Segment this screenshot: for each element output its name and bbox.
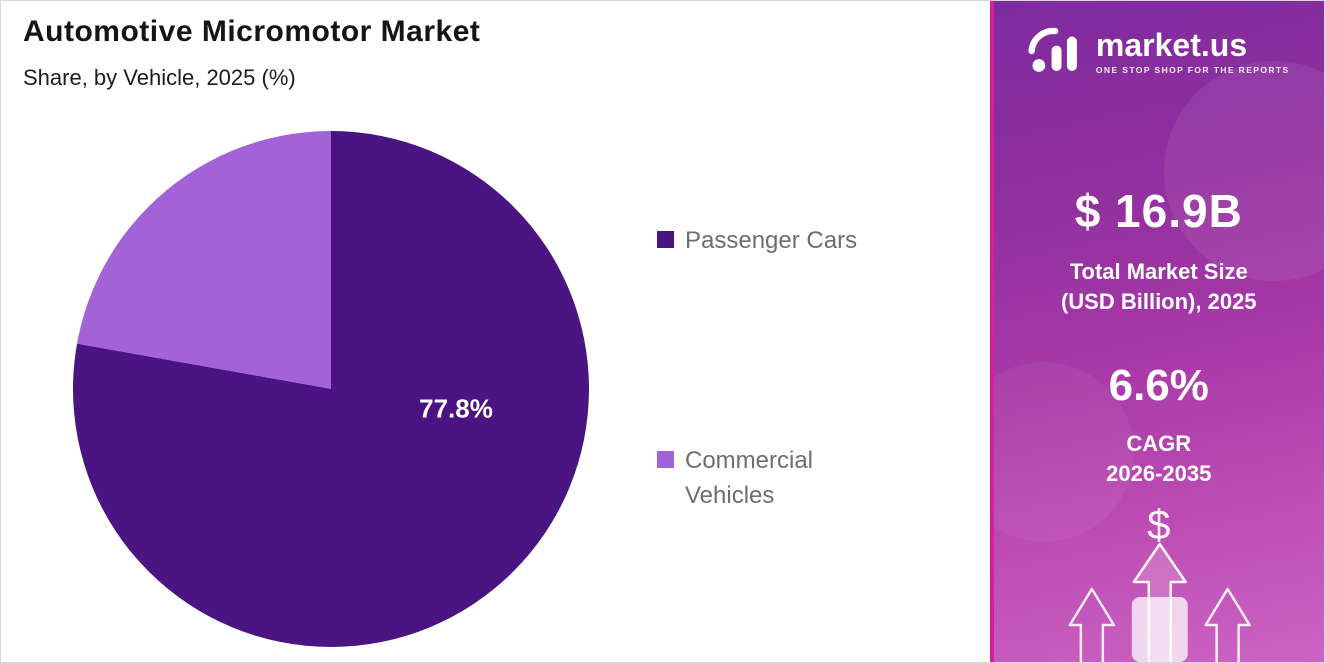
cagr-value: 6.6% [1108, 361, 1209, 410]
chart-area: Automotive Micromotor Market Share, by V… [1, 1, 990, 662]
brand-tagline: ONE STOP SHOP FOR THE REPORTS [1095, 64, 1290, 75]
decorative-circle [1164, 61, 1324, 281]
dollar-symbol: $ [1147, 501, 1171, 548]
brand-sidebar: market.us ONE STOP SHOP FOR THE REPORTS … [989, 1, 1325, 662]
cagr-label-line1: CAGR [1126, 431, 1192, 456]
market-us-logo-icon [1028, 27, 1077, 72]
growth-arrows-icon [1068, 542, 1251, 662]
legend-item-passenger-cars: Passenger Cars [657, 223, 865, 258]
total-market-size-label-line2: (USD Billion), 2025 [1060, 289, 1257, 314]
pie-chart: 77.8% [73, 131, 589, 647]
cagr-label-line2: 2026-2035 [1106, 461, 1212, 486]
brand-text: market.us ONE STOP SHOP FOR THE REPORTS [1096, 28, 1290, 75]
legend-swatch-commercial-vehicles [657, 451, 674, 468]
chart-subtitle: Share, by Vehicle, 2025 (%) [23, 65, 296, 90]
total-market-size-label: Total Market Size (USD Billion), 2025 [994, 257, 1325, 317]
decorative-circle [993, 362, 1134, 542]
legend-item-commercial-vehicles: Commercial Vehicles [657, 443, 865, 513]
legend-swatch-passenger-cars [657, 231, 674, 248]
legend-label: Commercial Vehicles [685, 447, 814, 509]
total-market-size-value: $ 16.9B [1074, 185, 1243, 237]
page-title: Automotive Micromotor Market [23, 15, 481, 48]
brand-logo: market.us ONE STOP SHOP FOR THE REPORTS [994, 27, 1325, 75]
total-market-size-label-line1: Total Market Size [1069, 259, 1248, 284]
legend-label: Passenger Cars [685, 227, 858, 254]
mug-highlight [1131, 597, 1188, 662]
brand-name: market.us [1095, 26, 1248, 63]
cagr-label: CAGR 2026-2035 [994, 429, 1325, 489]
pie-slice-data-label: 77.8% [419, 393, 493, 424]
